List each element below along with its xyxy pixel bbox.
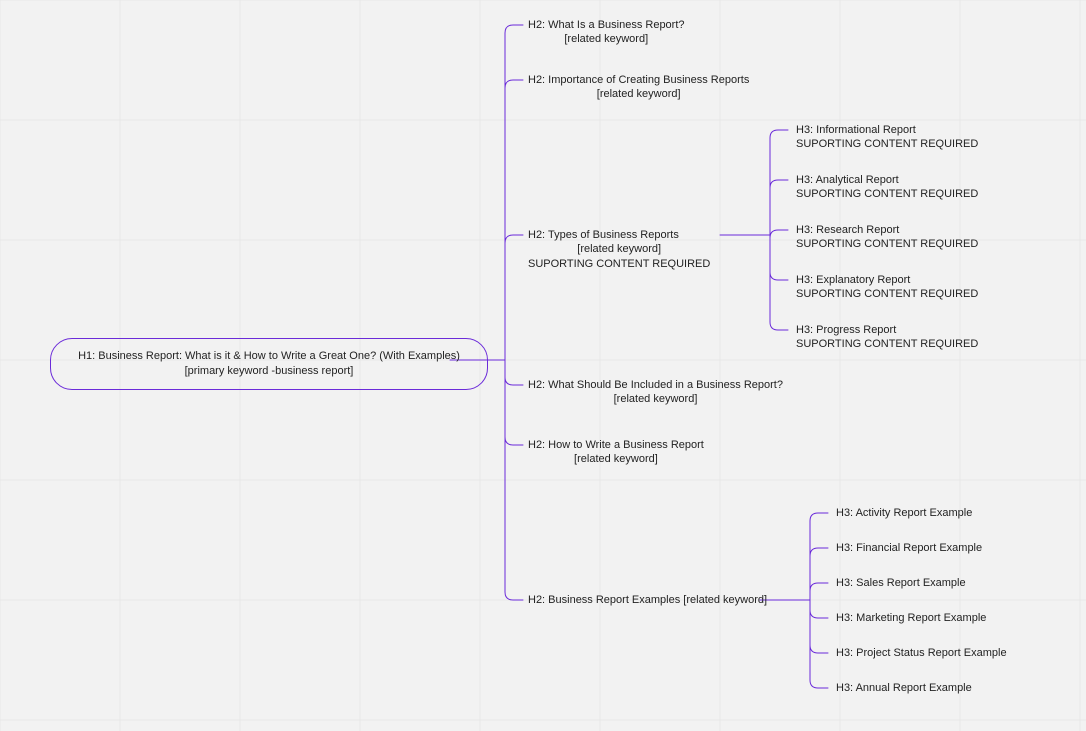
h2-node-2-line: H2: Types of Business Reports	[528, 228, 710, 243]
h3-node-5-3[interactable]: H3: Marketing Report Example	[836, 611, 986, 626]
h3-node-2-3-line: SUPORTING CONTENT REQUIRED	[796, 287, 978, 302]
h2-node-0[interactable]: H2: What Is a Business Report?[related k…	[528, 18, 685, 48]
h3-node-5-0[interactable]: H3: Activity Report Example	[836, 506, 972, 521]
h2-node-3[interactable]: H2: What Should Be Included in a Busines…	[528, 378, 783, 408]
h3-node-2-2[interactable]: H3: Research ReportSUPORTING CONTENT REQ…	[796, 223, 978, 253]
h2-node-2-line: [related keyword]	[528, 242, 710, 257]
h2-node-5-line: H2: Business Report Examples [related ke…	[528, 593, 767, 608]
h3-node-2-3[interactable]: H3: Explanatory ReportSUPORTING CONTENT …	[796, 273, 978, 303]
h3-node-5-4-line: H3: Project Status Report Example	[836, 646, 1007, 661]
h3-node-5-4[interactable]: H3: Project Status Report Example	[836, 646, 1007, 661]
h3-node-5-1-line: H3: Financial Report Example	[836, 541, 982, 556]
h3-node-2-1[interactable]: H3: Analytical ReportSUPORTING CONTENT R…	[796, 173, 978, 203]
h3-node-2-4-line: SUPORTING CONTENT REQUIRED	[796, 337, 978, 352]
root-node[interactable]: H1: Business Report: What is it & How to…	[50, 338, 488, 390]
root-line2: [primary keyword -business report]	[69, 364, 469, 379]
h2-node-4-line: H2: How to Write a Business Report	[528, 438, 704, 453]
h3-node-5-5-line: H3: Annual Report Example	[836, 681, 972, 696]
h3-node-2-3-line: H3: Explanatory Report	[796, 273, 978, 288]
h3-node-2-0-line: SUPORTING CONTENT REQUIRED	[796, 137, 978, 152]
h2-node-1-line: H2: Importance of Creating Business Repo…	[528, 73, 749, 88]
h2-node-1-line: [related keyword]	[528, 87, 749, 102]
h2-node-5[interactable]: H2: Business Report Examples [related ke…	[528, 593, 767, 608]
h2-node-3-line: [related keyword]	[528, 392, 783, 407]
h3-node-2-2-line: SUPORTING CONTENT REQUIRED	[796, 237, 978, 252]
h3-node-2-4-line: H3: Progress Report	[796, 323, 978, 338]
h3-node-5-3-line: H3: Marketing Report Example	[836, 611, 986, 626]
mindmap-canvas[interactable]: H1: Business Report: What is it & How to…	[0, 0, 1086, 731]
h3-node-5-0-line: H3: Activity Report Example	[836, 506, 972, 521]
h3-node-2-1-line: SUPORTING CONTENT REQUIRED	[796, 187, 978, 202]
h3-node-5-2-line: H3: Sales Report Example	[836, 576, 966, 591]
h2-node-4-line: [related keyword]	[528, 452, 704, 467]
h3-node-2-4[interactable]: H3: Progress ReportSUPORTING CONTENT REQ…	[796, 323, 978, 353]
h3-node-2-1-line: H3: Analytical Report	[796, 173, 978, 188]
h3-node-2-0[interactable]: H3: Informational ReportSUPORTING CONTEN…	[796, 123, 978, 153]
h3-node-5-1[interactable]: H3: Financial Report Example	[836, 541, 982, 556]
h3-node-2-2-line: H3: Research Report	[796, 223, 978, 238]
h2-node-0-line: H2: What Is a Business Report?	[528, 18, 685, 33]
root-line1: H1: Business Report: What is it & How to…	[69, 349, 469, 364]
h2-node-0-line: [related keyword]	[528, 32, 685, 47]
h3-node-2-0-line: H3: Informational Report	[796, 123, 978, 138]
h2-node-3-line: H2: What Should Be Included in a Busines…	[528, 378, 783, 393]
h3-node-5-2[interactable]: H3: Sales Report Example	[836, 576, 966, 591]
h2-node-1[interactable]: H2: Importance of Creating Business Repo…	[528, 73, 749, 103]
h2-node-2-line: SUPORTING CONTENT REQUIRED	[528, 257, 710, 272]
h2-node-2[interactable]: H2: Types of Business Reports[related ke…	[528, 228, 710, 273]
h2-node-4[interactable]: H2: How to Write a Business Report[relat…	[528, 438, 704, 468]
h3-node-5-5[interactable]: H3: Annual Report Example	[836, 681, 972, 696]
